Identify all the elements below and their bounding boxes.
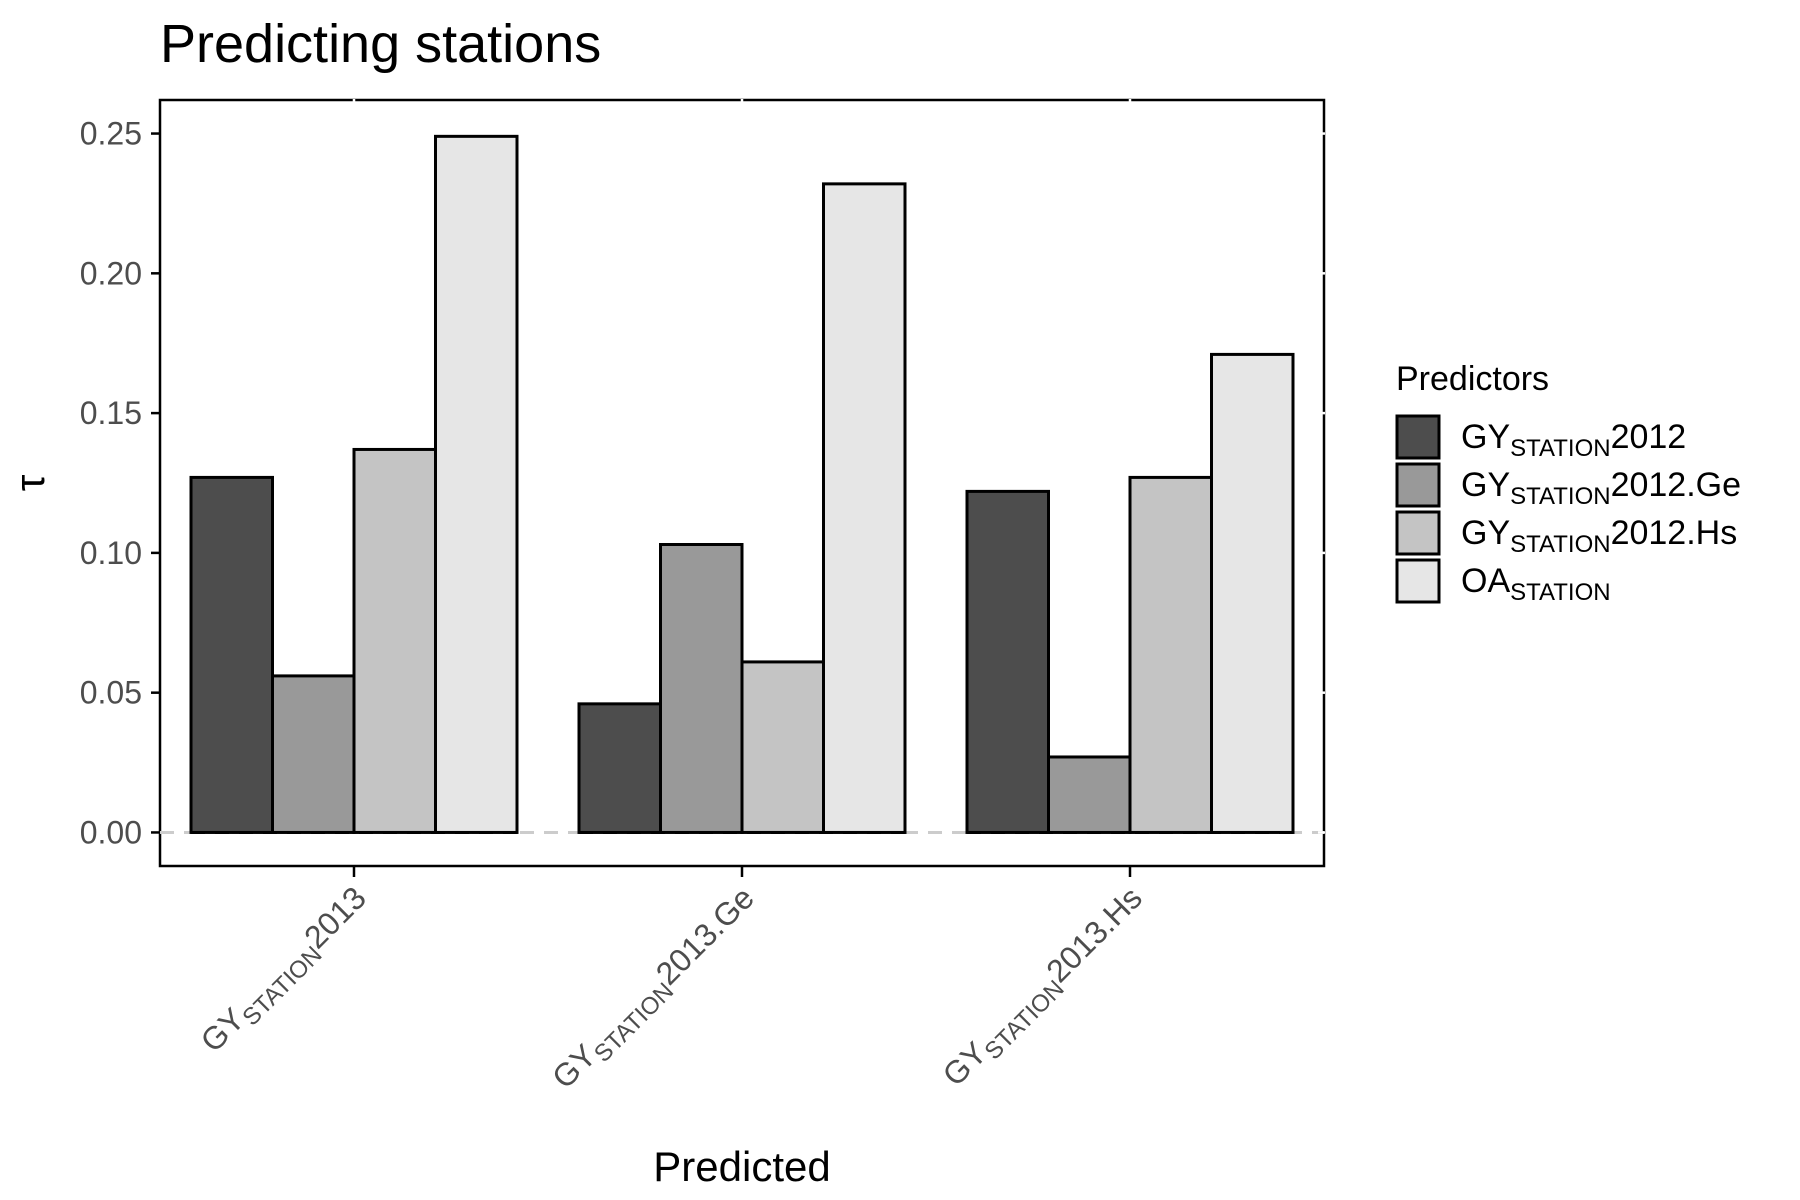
legend-label-suffix: 2012.Hs xyxy=(1611,514,1738,552)
y-tick-label: 0.05 xyxy=(80,675,142,711)
bar-series-3-category-3 xyxy=(1128,475,1213,834)
bar-series-4-category-1 xyxy=(434,134,519,834)
legend-label-main: GY xyxy=(1461,466,1510,504)
bar-series-4-category-2 xyxy=(822,182,907,834)
legend-swatch xyxy=(1395,510,1441,556)
legend-label-subscript: STATION xyxy=(1510,483,1610,510)
legend-title: Predictors xyxy=(1396,360,1549,398)
legend-label-subscript: STATION xyxy=(1510,531,1610,558)
x-axis-title: Predicted xyxy=(653,1143,830,1190)
legend-swatch xyxy=(1395,462,1441,508)
bar-series-1-category-2 xyxy=(577,702,662,834)
bar-series-2-category-3 xyxy=(1047,755,1132,834)
legend-label-suffix: 2012.Ge xyxy=(1611,466,1741,504)
legend-label: GYSTATION2012.Hs xyxy=(1461,514,1737,558)
chart-title: Predicting stations xyxy=(160,14,601,74)
bar-series-1-category-1 xyxy=(189,475,274,834)
x-tick-label: GYSTATION2013 xyxy=(193,879,377,1063)
bar-series-2-category-1 xyxy=(271,674,356,834)
bar-series-1-category-3 xyxy=(965,489,1050,834)
x-tick-label-suffix: 2013.Ge xyxy=(649,879,761,991)
x-tick-label-suffix: 2013.Hs xyxy=(1039,879,1149,989)
legend: Predictors GYSTATION2012GYSTATION2012.Ge… xyxy=(1395,360,1741,606)
bar-series-3-category-1 xyxy=(352,447,437,834)
y-tick-label: 0.25 xyxy=(80,116,142,152)
bar-series-4-category-3 xyxy=(1210,352,1295,834)
x-tick-label: GYSTATION2013.Hs xyxy=(935,879,1153,1097)
y-tick-label: 0.20 xyxy=(80,255,142,291)
bar-series-3-category-2 xyxy=(740,660,825,834)
legend-label-subscript: STATION xyxy=(1510,435,1610,462)
legend-swatch xyxy=(1395,414,1441,460)
legend-swatch xyxy=(1395,558,1441,604)
y-tick-label: 0.15 xyxy=(80,395,142,431)
legend-label-main: OA xyxy=(1461,562,1510,600)
bar-series-2-category-2 xyxy=(659,543,744,834)
x-tick-label-subscript: STATION xyxy=(979,975,1069,1065)
y-tick-label: 0.00 xyxy=(80,814,142,850)
legend-label-main: GY xyxy=(1461,514,1510,552)
legend-label-suffix: 2012 xyxy=(1611,418,1687,456)
x-tick-label-subscript: STATION xyxy=(589,978,679,1068)
legend-label-main: GY xyxy=(1461,418,1510,456)
legend-label-subscript: STATION xyxy=(1510,579,1610,606)
y-axis-title: τ xyxy=(6,474,53,491)
x-tick-label-subscript: STATION xyxy=(237,941,327,1031)
legend-label: GYSTATION2012 xyxy=(1461,418,1686,462)
x-tick-label: GYSTATION2013.Ge xyxy=(545,879,766,1100)
legend-label: GYSTATION2012.Ge xyxy=(1461,466,1741,510)
legend-label: OASTATION xyxy=(1461,562,1611,606)
y-tick-label: 0.10 xyxy=(80,535,142,571)
